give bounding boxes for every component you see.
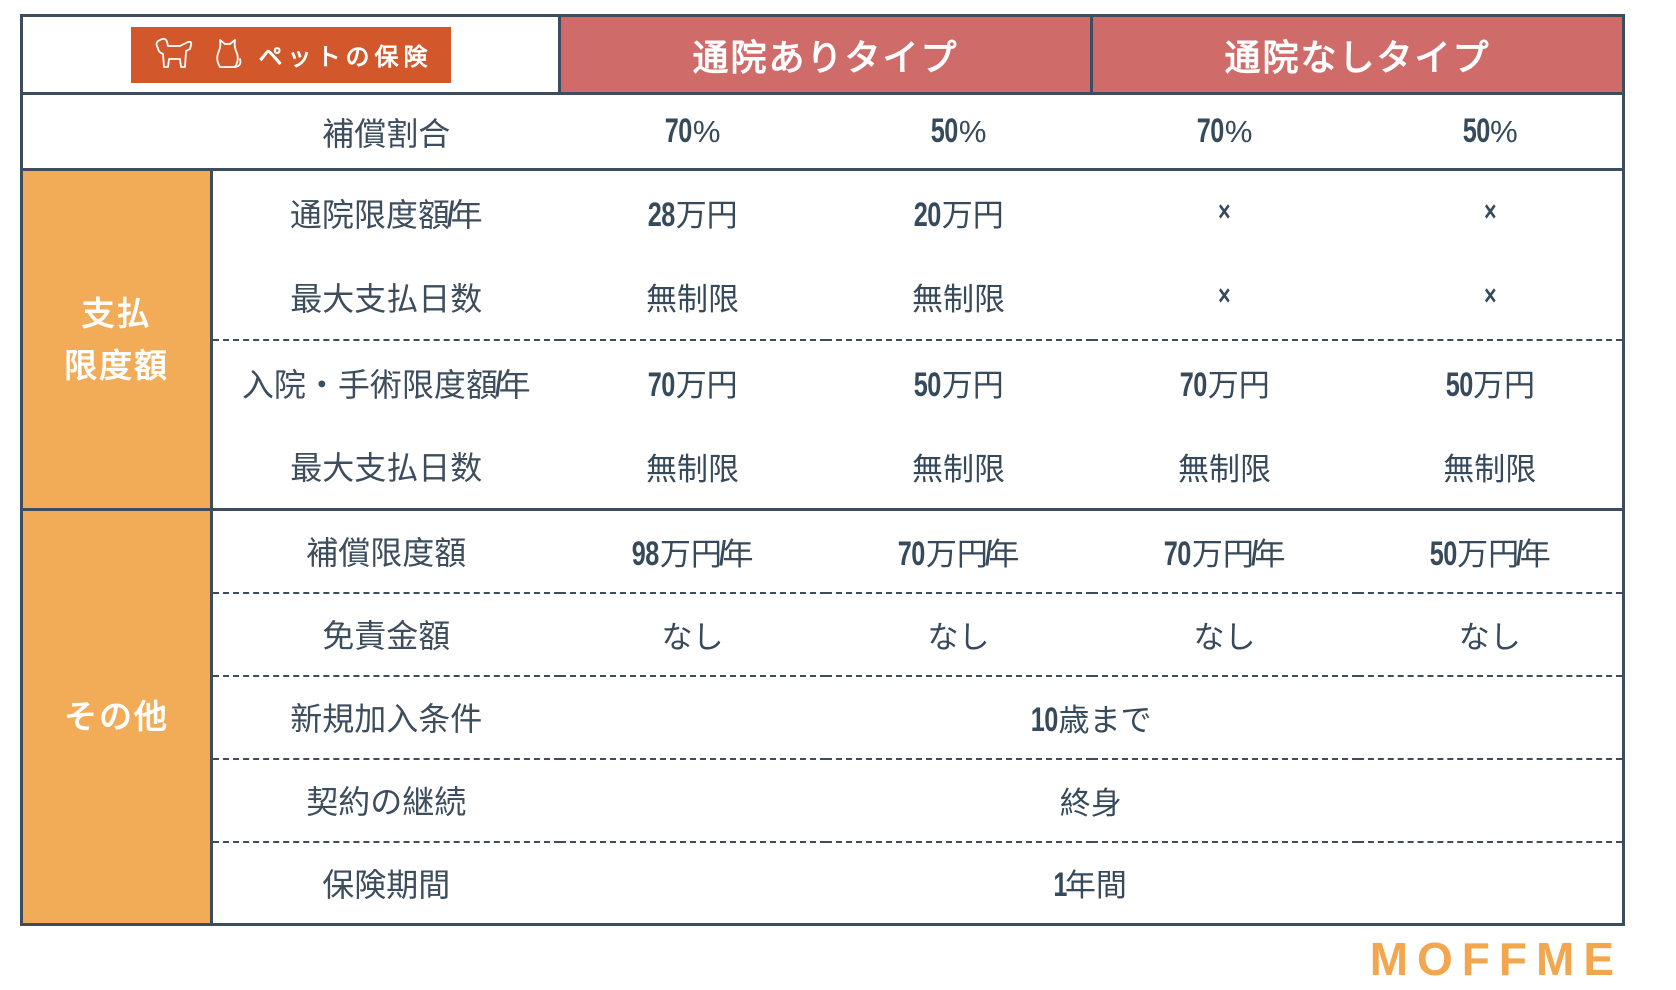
- cell-outpatient-limit-4: ×: [1483, 196, 1496, 229]
- cell-hosp-limit-2: 50万円: [913, 366, 1004, 404]
- row-hospital-surgery-limit: 入院・手術限度額/年 70万円 50万円 70万円 50万円: [22, 340, 1624, 425]
- row-insurance-period: 保険期間 1年間: [22, 842, 1624, 925]
- cell-max-days1-2: 無制限: [825, 254, 1092, 341]
- row-new-enrollment: 新規加入条件 10歳まで: [22, 675, 1624, 760]
- cell-ratio-n70: 70%: [1091, 93, 1358, 171]
- row-label-deductible: 免責金額: [211, 592, 560, 677]
- cell-contract-continuation: 終身: [559, 758, 1624, 843]
- insurance-comparison-table: ペットの保険 通院ありタイプ 通院なしタイプ 補償割合 70% 50% 70% …: [20, 14, 1626, 926]
- cell-cov-limit-3: 70万円/年: [1091, 509, 1358, 594]
- cell-deductible-3: なし: [1091, 592, 1358, 677]
- cell-deductible-2: なし: [825, 592, 1092, 677]
- row-hospital-max-days: 最大支払日数 無制限 無制限 無制限 無制限: [22, 424, 1624, 511]
- moffme-logo: MOFFME: [1369, 933, 1623, 985]
- row-label-coverage-limit: 補償限度額: [211, 509, 560, 594]
- cell-ratio-a70: 70%: [559, 93, 826, 171]
- section-payment-limit: 支払 限度額: [21, 169, 213, 511]
- cell-insurance-period: 1年間: [1053, 866, 1127, 905]
- brand-cell: ペットの保険: [21, 15, 561, 95]
- cell-max-days2-1: 無制限: [559, 424, 826, 511]
- cell-max-days2-2: 無制限: [825, 424, 1092, 511]
- coverage-ratio-row: 補償割合 70% 50% 70% 50%: [21, 93, 1624, 171]
- row-contract-continuation: 契約の継続 終身: [22, 758, 1624, 843]
- cell-ratio-a50: 50%: [825, 93, 1092, 171]
- cell-new-enrollment: 10歳まで: [559, 675, 1624, 760]
- section-other: その他: [21, 509, 213, 925]
- cell-hosp-limit-1: 70万円: [647, 366, 738, 404]
- cell-max-days1-1: 無制限: [559, 254, 826, 341]
- cell-outpatient-limit-2: 20万円: [913, 196, 1004, 235]
- cell-max-days2-4: 無制限: [1357, 424, 1624, 511]
- row-label-max-days-1: 最大支払日数: [211, 254, 560, 341]
- cell-outpatient-limit-3: ×: [1218, 196, 1231, 229]
- badge-label: ペットの保険: [258, 44, 433, 71]
- row-label-contract-continuation: 契約の継続: [211, 758, 560, 843]
- cell-cov-limit-4: 50万円/年: [1357, 509, 1624, 594]
- row-label-new-enrollment: 新規加入条件: [211, 675, 560, 760]
- cell-cov-limit-2: 70万円/年: [825, 509, 1092, 594]
- cell-max-days1-4: ×: [1357, 254, 1624, 341]
- column-header-outpatient-type: 通院ありタイプ: [559, 15, 1092, 95]
- cell-hosp-limit-4: 50万円: [1445, 366, 1535, 404]
- row-label-max-days-2: 最大支払日数: [211, 424, 560, 511]
- row-label-hospital-surgery-limit: 入院・手術限度額/年: [241, 364, 531, 404]
- dog-icon: [149, 35, 199, 75]
- row-coverage-limit: その他 補償限度額 98万円/年 70万円/年 70万円/年 50万円/年: [21, 509, 1624, 925]
- column-header-no-outpatient-type: 通院なしタイプ: [1090, 15, 1624, 95]
- cell-deductible-1: なし: [559, 592, 826, 677]
- row-outpatient-max-days: 最大支払日数 無制限 無制限 × ×: [22, 254, 1624, 341]
- cell-cov-limit-1: 98万円/年: [559, 509, 826, 594]
- cell-max-days1-3: ×: [1091, 254, 1358, 341]
- cell-max-days2-3: 無制限: [1091, 424, 1358, 511]
- cell-outpatient-limit-1: 28万円: [647, 196, 738, 235]
- cell-ratio-n50: 50%: [1357, 93, 1624, 171]
- row-label-outpatient-limit: 通院限度額/年: [289, 194, 483, 234]
- row-deductible: 免責金額 なし なし なし なし: [22, 592, 1624, 677]
- pet-insurance-badge: ペットの保険: [130, 26, 451, 83]
- cell-hosp-limit-3: 70万円: [1179, 366, 1270, 404]
- row-label-coverage-ratio: 補償割合: [21, 93, 560, 171]
- cat-icon: [209, 35, 245, 75]
- cell-deductible-4: なし: [1357, 592, 1624, 677]
- row-outpatient-limit: 支払 限度額 通院限度額/年 28万円 20万円 × ×: [21, 169, 1624, 511]
- header-row: ペットの保険 通院ありタイプ 通院なしタイプ: [21, 15, 1624, 95]
- row-label-insurance-period: 保険期間: [322, 866, 451, 903]
